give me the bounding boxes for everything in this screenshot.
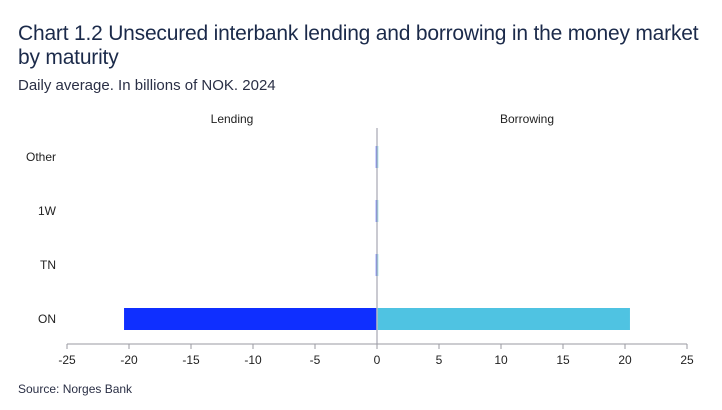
x-tick-label: 20 <box>618 353 632 367</box>
x-tick-label: -25 <box>58 353 76 367</box>
x-ticks-layer: -25 -20 -15 -10 -5 0 5 10 15 20 25 <box>58 344 694 367</box>
x-tick-label: 10 <box>494 353 508 367</box>
bar-borrowing-on <box>377 308 630 330</box>
x-tick-label: -15 <box>182 353 200 367</box>
bar-lending-on <box>124 308 377 330</box>
x-tick-label: 5 <box>436 353 443 367</box>
category-labels-layer: Other 1W TN ON <box>26 150 57 326</box>
x-tick-label: -20 <box>120 353 138 367</box>
category-label: Other <box>26 150 56 164</box>
category-label: ON <box>38 312 56 326</box>
category-label: 1W <box>38 204 57 218</box>
panel-label-borrowing: Borrowing <box>500 112 554 126</box>
chart-title: Chart 1.2 Unsecured interbank lending an… <box>18 22 699 69</box>
x-tick-label: 0 <box>374 353 381 367</box>
category-label: TN <box>40 258 56 272</box>
x-tick-label: 25 <box>680 353 694 367</box>
x-tick-label: -10 <box>244 353 262 367</box>
chart-subtitle: Daily average. In billions of NOK. 2024 <box>18 77 276 94</box>
panel-label-lending: Lending <box>211 112 254 126</box>
x-tick-label: 15 <box>556 353 570 367</box>
x-tick-label: -5 <box>310 353 321 367</box>
chart-source: Source: Norges Bank <box>18 382 133 396</box>
